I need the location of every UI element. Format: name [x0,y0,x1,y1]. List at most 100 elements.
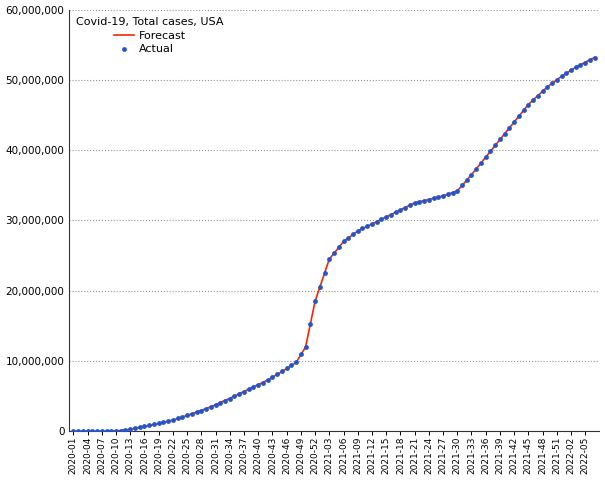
Actual [73,428,83,435]
Actual [192,408,201,416]
Actual [585,56,595,64]
Actual [173,415,183,422]
Actual [206,403,215,411]
Actual [500,130,509,137]
Actual [306,320,315,328]
Forecast [312,299,319,304]
Actual [106,427,116,435]
Actual [552,76,561,84]
Actual [239,388,249,396]
Actual [168,416,178,424]
Actual [267,373,277,381]
Actual [201,405,211,413]
Actual [362,222,372,230]
Actual [514,112,524,120]
Actual [187,410,197,418]
Actual [462,176,471,184]
Actual [372,217,382,225]
Actual [296,350,306,358]
Actual [533,92,543,100]
Forecast [70,429,77,434]
Actual [405,202,414,209]
Actual [429,194,439,202]
Actual [481,154,491,161]
Actual [443,191,453,198]
Actual [557,72,566,80]
Actual [83,428,93,435]
Actual [339,237,348,245]
Actual [490,142,500,149]
Actual [410,199,419,207]
Actual [319,269,329,277]
Actual [301,343,310,350]
Actual [575,61,585,69]
Actual [401,204,410,212]
Actual [448,189,457,196]
Actual [414,198,424,206]
Actual [291,358,301,366]
Actual [253,381,263,389]
Actual [433,193,443,201]
Actual [140,422,149,430]
Actual [116,427,126,434]
Actual [391,208,401,216]
Actual [523,101,533,108]
Actual [571,63,581,71]
Actual [135,423,145,431]
Actual [580,59,590,66]
Actual [282,364,292,372]
Actual [125,425,135,433]
Actual [329,249,339,257]
Actual [258,379,268,386]
Actual [272,371,282,378]
Actual [120,426,130,434]
Actual [277,368,287,375]
Actual [177,413,187,421]
Actual [334,243,344,251]
Actual [438,192,448,200]
Actual [471,165,481,173]
Actual [220,397,230,405]
Actual [68,428,78,435]
Actual [543,83,552,91]
Forecast [203,406,210,411]
Actual [230,393,240,400]
Forecast [264,377,271,383]
Actual [367,220,377,228]
Forecast [188,411,195,417]
Actual [263,376,272,384]
Actual [324,255,334,263]
Actual [211,401,220,409]
Actual [111,427,121,435]
Actual [419,197,429,204]
Actual [225,395,235,403]
Actual [547,80,557,87]
Actual [424,196,434,204]
Actual [287,361,296,369]
Actual [315,283,325,291]
Actual [249,383,258,391]
Actual [154,419,163,427]
Actual [88,428,97,435]
Actual [215,399,225,407]
Actual [518,107,528,114]
Actual [396,206,405,214]
Actual [538,87,548,95]
Actual [78,428,88,435]
Actual [92,428,102,435]
Actual [457,181,467,189]
Actual [505,124,514,132]
Actual [376,216,386,223]
Actual [358,225,367,232]
Forecast [591,55,598,60]
Actual [182,412,192,420]
Actual [509,118,519,126]
Actual [453,187,462,195]
Actual [386,211,396,218]
Forecast [373,219,381,225]
Forecast [572,64,580,70]
Legend: Forecast, Actual: Forecast, Actual [74,15,226,56]
Actual [163,417,173,425]
Actual [244,385,253,393]
Actual [310,298,320,305]
